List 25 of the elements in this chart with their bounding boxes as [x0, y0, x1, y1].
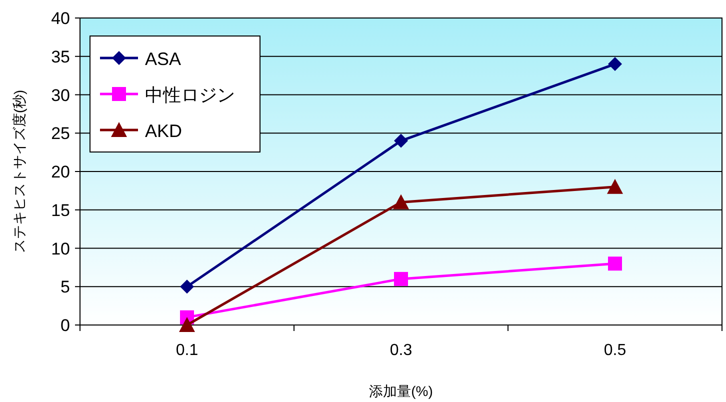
- y-tick-label: 30: [51, 86, 70, 105]
- y-tick-label: 40: [51, 9, 70, 28]
- y-tick-label: 35: [51, 47, 70, 66]
- y-axis-title: ステキヒストサイズ度(秒): [11, 90, 27, 254]
- x-axis-title: 添加量(%): [369, 383, 433, 399]
- point: [394, 134, 408, 148]
- y-tick-label: 0: [60, 316, 70, 335]
- y-tick-label: 15: [51, 200, 70, 220]
- y-tick-label: 5: [60, 278, 70, 297]
- y-tick-label: 10: [51, 239, 70, 258]
- point: [180, 280, 194, 294]
- point: [608, 256, 622, 271]
- point: [607, 178, 623, 194]
- y-tick-label: 25: [51, 124, 70, 144]
- x-tick-label: 0.3: [390, 342, 412, 359]
- legend-label: ASA: [145, 49, 182, 69]
- legend-label: AKD: [145, 121, 182, 141]
- legend-label: 中性ロジン: [145, 85, 235, 105]
- y-tick-label: 20: [51, 162, 70, 182]
- point: [179, 317, 195, 332]
- x-tick-label: 0.1: [176, 342, 198, 359]
- x-tick-label: 0.5: [604, 342, 626, 359]
- point: [608, 57, 622, 72]
- point: [393, 194, 409, 210]
- point: [394, 272, 408, 286]
